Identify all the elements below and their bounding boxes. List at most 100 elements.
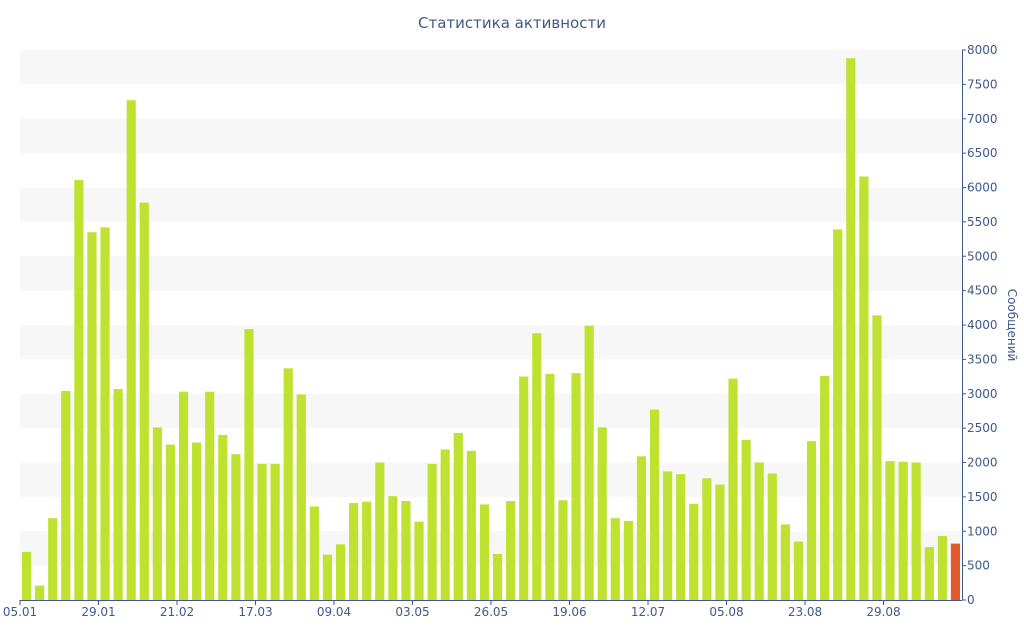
- axes-group: 0 500 1000 1500 2000 2500 3000 3500 4000 4500 5000…: [3, 43, 998, 619]
- bar: [126, 100, 136, 600]
- bar: [270, 463, 280, 601]
- bar: [257, 463, 267, 601]
- bar: [702, 478, 712, 600]
- x-tick-label: 19.06: [552, 605, 586, 619]
- x-tick-label: 12.07: [631, 605, 665, 619]
- bar: [401, 501, 411, 600]
- bar: [440, 449, 450, 600]
- grid-band: [20, 50, 962, 85]
- bar: [74, 179, 84, 600]
- bar: [636, 456, 647, 600]
- bar: [362, 501, 372, 600]
- y-tick-label: 5000: [967, 249, 998, 263]
- bar: [898, 461, 908, 600]
- bar: [545, 373, 555, 600]
- grid-band: [20, 187, 962, 222]
- bar: [322, 554, 333, 601]
- bar: [741, 439, 751, 600]
- grid-band: [20, 118, 962, 154]
- bar: [113, 388, 123, 600]
- bar: [335, 544, 346, 600]
- grid-band: [20, 325, 962, 360]
- bar: [218, 435, 228, 600]
- bar: [100, 227, 110, 601]
- bar: [584, 325, 594, 600]
- bar: [663, 471, 673, 600]
- bar: [492, 553, 503, 600]
- y-tick-label: 4000: [967, 318, 998, 332]
- bar: [571, 373, 581, 601]
- x-tick-label: 26.05: [474, 605, 508, 619]
- chart-title: Статистика активности: [418, 14, 606, 32]
- bar: [623, 520, 633, 600]
- bar: [754, 462, 764, 600]
- bar: [479, 504, 490, 600]
- bar: [793, 541, 804, 600]
- bar: [833, 229, 843, 600]
- y-axis-label: Сообщений: [1005, 289, 1019, 362]
- bar: [165, 444, 176, 601]
- grid-bands: [20, 50, 962, 566]
- bar: [676, 474, 686, 600]
- bar: [924, 547, 934, 600]
- bar: [806, 441, 817, 600]
- bar: [610, 518, 620, 600]
- bar: [728, 378, 738, 601]
- bar: [466, 450, 476, 600]
- y-tick-label: 0: [967, 593, 975, 607]
- bar: [61, 391, 71, 600]
- bar: [35, 585, 45, 600]
- bar: [506, 501, 516, 600]
- bar: [87, 232, 97, 600]
- y-tick-label: 3000: [967, 387, 998, 401]
- x-tick-label: 09.04: [317, 605, 351, 619]
- y-tick-label: 500: [967, 559, 990, 573]
- grid-band: [20, 256, 962, 291]
- bar: [231, 454, 241, 600]
- bar: [349, 503, 359, 600]
- bar: [244, 329, 254, 601]
- y-tick-label: 2000: [967, 456, 998, 470]
- bar: [192, 442, 202, 600]
- y-tick-label: 4500: [967, 284, 998, 298]
- y-tick-label: 1000: [967, 524, 998, 538]
- bar: [375, 462, 385, 600]
- bar: [152, 427, 162, 600]
- x-tick-label: 21.02: [160, 605, 194, 619]
- x-tick-label: 05.08: [709, 605, 743, 619]
- bar: [558, 500, 568, 600]
- bar: [283, 368, 293, 600]
- bar: [859, 176, 869, 600]
- bar: [519, 376, 529, 600]
- bar: [414, 521, 424, 601]
- x-tick-label: 29.01: [81, 605, 115, 619]
- bar: [780, 524, 790, 601]
- x-tick-label: 17.03: [238, 605, 272, 619]
- bar: [885, 461, 895, 601]
- bar: [48, 518, 58, 600]
- bar: [453, 432, 463, 600]
- x-tick-label: 29.08: [866, 605, 900, 619]
- bar: [597, 427, 607, 600]
- y-tick-label: 7000: [967, 112, 998, 126]
- bar: [649, 409, 660, 600]
- bar: [139, 202, 149, 601]
- x-tick-label: 05.01: [3, 605, 37, 619]
- x-tick-label: 23.08: [788, 605, 822, 619]
- grid-band: [20, 393, 962, 429]
- y-tick-label: 7500: [967, 77, 998, 91]
- bar: [820, 375, 830, 601]
- y-tick-label: 1500: [967, 490, 998, 504]
- highlight-bar: [950, 543, 961, 601]
- y-tick-label: 3500: [967, 352, 998, 366]
- bar: [767, 473, 777, 600]
- y-tick-label: 5500: [967, 215, 998, 229]
- bar: [911, 462, 921, 600]
- y-tick-label: 2500: [967, 421, 998, 435]
- grid-band: [20, 531, 962, 566]
- bar: [846, 58, 856, 600]
- grid-band: [20, 462, 962, 497]
- bar: [937, 536, 947, 600]
